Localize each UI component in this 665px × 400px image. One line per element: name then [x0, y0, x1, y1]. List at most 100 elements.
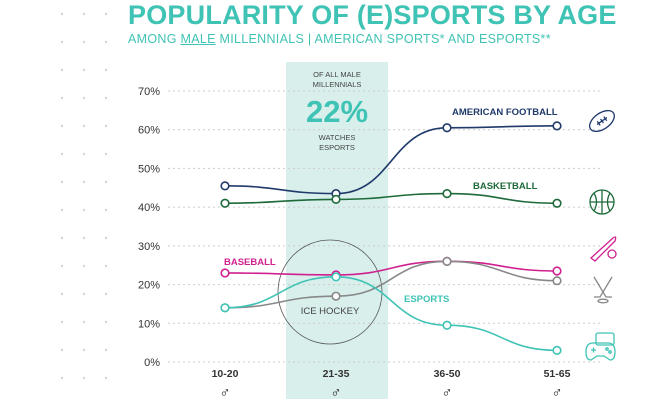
- grid-dot: [104, 376, 108, 380]
- data-point: [442, 320, 452, 330]
- y-tick-label: 60%: [138, 125, 160, 137]
- grid-dot: [104, 152, 108, 156]
- chart-subtitle: AMONG MALE MILLENNIALS | AMERICAN SPORTS…: [128, 32, 551, 46]
- grid-dot: [82, 180, 86, 184]
- grid-dot: [104, 292, 108, 296]
- data-point: [220, 198, 230, 208]
- grid-dot: [82, 68, 86, 72]
- x-tick-label: 36-50: [434, 368, 461, 380]
- grid-dot: [82, 96, 86, 100]
- background-dot-grid: [60, 12, 108, 380]
- series-label: ESPORTS: [404, 294, 449, 305]
- callout-line: WATCHES: [319, 133, 356, 142]
- series-line: [224, 276, 558, 352]
- grid-dot: [60, 348, 64, 352]
- y-tick-label: 30%: [138, 241, 160, 253]
- grid-dot: [60, 236, 64, 240]
- grid-dot: [82, 292, 86, 296]
- callout-line: ESPORTS: [319, 143, 355, 152]
- grid-dot: [104, 208, 108, 212]
- grid-dot: [104, 68, 108, 72]
- grid-dot: [60, 208, 64, 212]
- series-line: [224, 192, 558, 205]
- data-point: [552, 276, 562, 286]
- grid-dot: [104, 12, 108, 16]
- x-tick-label: 21-35: [323, 368, 350, 380]
- grid-dot: [104, 320, 108, 324]
- data-point: [442, 123, 452, 133]
- series-line: [224, 260, 558, 309]
- grid-dot: [82, 152, 86, 156]
- grid-dot: [104, 348, 108, 352]
- ice-hockey-circle: [277, 239, 383, 345]
- grid-dot: [104, 124, 108, 128]
- data-point: [331, 272, 341, 282]
- grid-dot: [82, 348, 86, 352]
- series-label: AMERICAN FOOTBALL: [452, 107, 558, 118]
- grid-dot: [82, 320, 86, 324]
- grid-dot: [104, 180, 108, 184]
- grid-dot: [60, 180, 64, 184]
- circle-label: ICE HOCKEY: [301, 306, 360, 317]
- y-tick-label: 10%: [138, 318, 160, 330]
- y-tick-label: 0%: [144, 357, 160, 369]
- baseball-icon: [589, 236, 617, 262]
- grid-dot: [82, 12, 86, 16]
- football-icon: [588, 109, 616, 133]
- grid-dot: [82, 124, 86, 128]
- grid-dot: [60, 96, 64, 100]
- x-tick-label: 51-65: [544, 368, 571, 380]
- data-point: [552, 121, 562, 131]
- data-point: [331, 194, 341, 204]
- grid-dot: [60, 68, 64, 72]
- data-point: [552, 198, 562, 208]
- grid-dot: [60, 40, 64, 44]
- callout-line: OF ALL MALE: [313, 70, 361, 79]
- grid-dot: [60, 320, 64, 324]
- series-line: [224, 125, 558, 195]
- grid-dot: [60, 152, 64, 156]
- grid-dot: [60, 124, 64, 128]
- series-label: BASKETBALL: [473, 181, 538, 192]
- data-point: [552, 345, 562, 355]
- grid-dot: [60, 12, 64, 16]
- basketball-icon: [589, 189, 615, 215]
- grid-dot: [60, 264, 64, 268]
- y-tick-label: 20%: [138, 280, 160, 292]
- grid-dot: [104, 236, 108, 240]
- y-tick-label: 70%: [138, 86, 160, 98]
- callout-line: MILLENNIALS: [313, 80, 362, 89]
- data-point: [331, 291, 341, 301]
- grid-dot: [60, 376, 64, 380]
- grid-dot: [82, 40, 86, 44]
- grid-dot: [82, 208, 86, 212]
- series-label: BASEBALL: [224, 257, 276, 268]
- male-symbol-icon: ♂: [441, 384, 452, 400]
- hockey-icon: [593, 276, 613, 304]
- grid-dot: [104, 96, 108, 100]
- icon-column: [585, 109, 617, 361]
- y-tick-label: 40%: [138, 202, 160, 214]
- series-line: [224, 260, 558, 276]
- male-symbol-icon: ♂: [551, 384, 562, 400]
- male-symbol-icon: ♂: [219, 384, 230, 400]
- grid-dot: [104, 40, 108, 44]
- data-point: [552, 266, 562, 276]
- data-point: [220, 303, 230, 313]
- x-tick-label: 10-20: [212, 368, 239, 380]
- grid-dot: [104, 264, 108, 268]
- data-point: [442, 188, 452, 199]
- chart-title: POPULARITY OF (E)SPORTS BY AGE: [128, 0, 617, 30]
- male-symbol-icon: ♂: [330, 384, 341, 400]
- grid-dot: [82, 236, 86, 240]
- gamepad-icon: [585, 332, 616, 361]
- highlight-band: [286, 62, 388, 399]
- grid-dot: [82, 264, 86, 268]
- grid-dot: [82, 376, 86, 380]
- y-tick-label: 50%: [138, 163, 160, 175]
- data-point: [220, 181, 230, 191]
- data-point: [442, 256, 452, 266]
- grid-dot: [60, 292, 64, 296]
- callout-value: 22%: [306, 94, 368, 129]
